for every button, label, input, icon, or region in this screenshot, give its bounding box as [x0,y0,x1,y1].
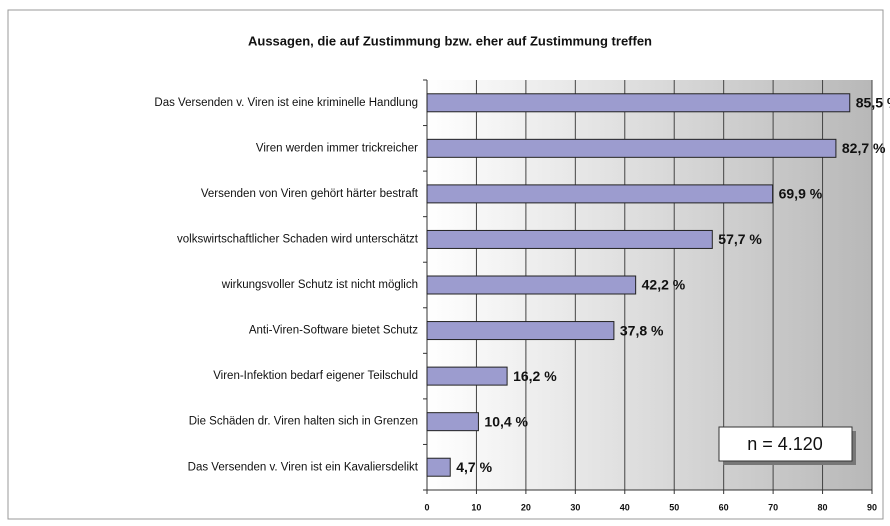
y-tick-label: Viren-Infektion bedarf eigener Teilschul… [213,370,418,382]
value-label: 82,7 % [842,140,886,156]
x-tick-label: 90 [867,502,877,512]
y-tick-label: Versenden von Viren gehört härter bestra… [201,188,419,200]
bar [426,366,508,386]
value-label: 69,9 % [779,186,823,202]
chart-title: Aussagen, die auf Zustimmung bzw. eher a… [248,33,652,48]
y-tick-label: Viren werden immer trickreicher [256,142,418,154]
annotation: n = 4.120 [747,434,823,454]
bar [426,138,837,158]
bar [426,457,451,477]
bar [426,184,774,204]
value-label: 10,4 % [484,413,528,429]
x-tick-label: 80 [818,502,828,512]
y-tick-label: wirkungsvoller Schutz ist nicht möglich [221,279,418,291]
y-tick-label: Das Versenden v. Viren ist ein Kavaliers… [188,461,419,473]
bar [426,412,479,432]
x-tick-label: 10 [471,502,481,512]
y-tick-label: Anti-Viren-Software bietet Schutz [249,325,418,337]
x-tick-label: 40 [620,502,630,512]
bar [426,229,713,249]
x-tick-label: 0 [424,502,429,512]
bar [426,275,637,295]
x-tick-label: 70 [768,502,778,512]
value-label: 16,2 % [513,368,557,384]
x-tick-label: 30 [570,502,580,512]
y-tick-label: Das Versenden v. Viren ist eine kriminel… [154,97,418,109]
value-label: 4,7 % [456,459,492,475]
bar [426,321,615,341]
y-tick-label: Die Schäden dr. Viren halten sich in Gre… [189,416,418,428]
y-tick-label: volkswirtschaftlicher Schaden wird unter… [177,233,419,245]
x-tick-label: 60 [719,502,729,512]
annotation-box [718,426,853,462]
x-tick-label: 20 [521,502,531,512]
value-label: 85,5 % [856,94,890,110]
bar [426,93,851,113]
value-label: 37,8 % [620,322,664,338]
value-label: 42,2 % [642,277,686,293]
value-label: 57,7 % [718,231,762,247]
x-tick-label: 50 [669,502,679,512]
